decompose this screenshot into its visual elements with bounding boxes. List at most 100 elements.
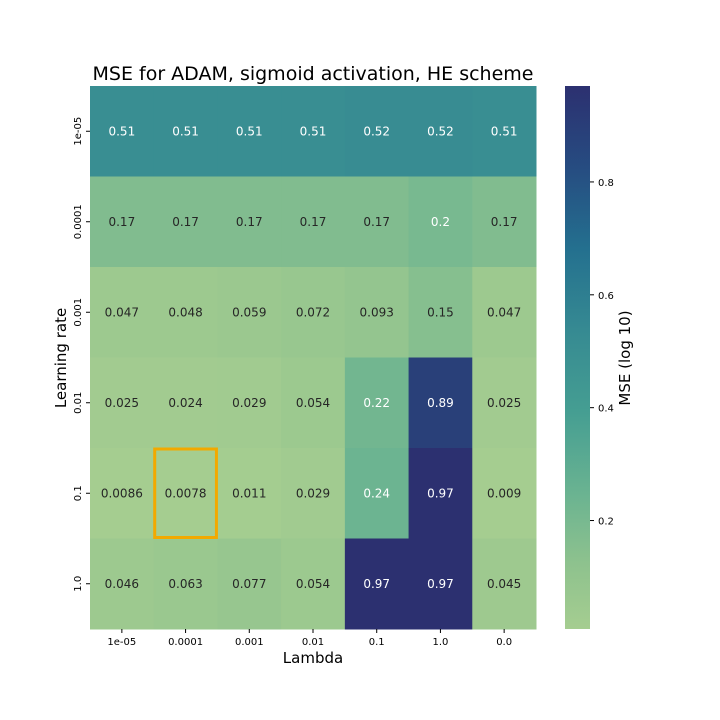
heatmap-cell (408, 538, 473, 630)
x-tick-label: 0.01 (302, 637, 324, 648)
cell-value-label: 0.024 (168, 396, 202, 410)
heatmap-cell (281, 86, 346, 177)
heatmap-cell (217, 538, 282, 630)
cell-value-label: 0.97 (427, 577, 454, 591)
heatmap-cell (344, 86, 410, 177)
cell-value-label: 0.17 (108, 215, 135, 229)
cell-value-label: 0.17 (491, 215, 518, 229)
cell-value-label: 0.063 (168, 577, 202, 591)
y-axis-label: Learning rate (52, 308, 70, 408)
x-tick-label: 0.0 (496, 637, 512, 648)
heatmap-cell (472, 176, 537, 268)
heatmap-cell (408, 176, 473, 268)
heatmap-cell (281, 267, 346, 358)
cell-value-label: 0.51 (172, 124, 199, 138)
heatmap-cell (217, 357, 282, 449)
cell-value-label: 0.24 (363, 486, 390, 500)
heatmap-cell (408, 267, 473, 358)
cell-value-label: 0.51 (300, 124, 327, 138)
cell-value-label: 0.15 (427, 305, 454, 319)
x-axis-ticks: 1e-05 0.0001 0.001 0.01 0.1 1.0 0.0 (107, 629, 512, 648)
y-axis-ticks: 1e-05 0.0001 0.001 0.01 0.1 1.0 (73, 117, 90, 592)
heatmap-cell (344, 448, 410, 539)
y-tick-label: 0.001 (73, 298, 84, 327)
cell-value-label: 0.89 (427, 396, 454, 410)
cell-value-label: 0.22 (363, 396, 390, 410)
cell-value-label: 0.0078 (165, 486, 207, 500)
cell-value-label: 0.046 (105, 577, 139, 591)
x-axis-label: Lambda (283, 649, 343, 667)
colorbar-gradient (565, 86, 590, 629)
heatmap-cell (281, 538, 346, 630)
colorbar-tick-label: 0.2 (598, 517, 614, 528)
cell-value-label: 0.17 (172, 215, 199, 229)
cell-value-label: 0.51 (108, 124, 135, 138)
colorbar-tick-label: 0.8 (598, 178, 614, 189)
heatmap-cells: 0.51 0.51 0.51 0.51 0.52 0.52 0.51 0.17 0.17 0.17… (90, 86, 537, 630)
colorbar: 0.2 0.4 0.6 0.8 MSE (log 10) (565, 86, 634, 629)
cell-value-label: 0.059 (232, 305, 266, 319)
x-tick-label: 1e-05 (107, 637, 136, 648)
y-tick-label: 0.01 (73, 392, 84, 414)
colorbar-tick-label: 0.6 (598, 291, 614, 302)
heatmap-cell (90, 86, 155, 177)
x-tick-label: 0.1 (369, 637, 385, 648)
heatmap-cell (217, 86, 282, 177)
cell-value-label: 0.072 (296, 305, 330, 319)
colorbar-label: MSE (log 10) (616, 310, 634, 405)
heatmap-cell (472, 448, 537, 539)
cell-value-label: 0.97 (427, 486, 454, 500)
heatmap-cell (90, 448, 155, 539)
heatmap-cell (153, 357, 218, 449)
y-tick-label: 1.0 (73, 576, 84, 592)
heatmap-cell (281, 448, 346, 539)
cell-value-label: 0.047 (105, 305, 139, 319)
colorbar-ticks: 0.2 0.4 0.6 0.8 (590, 178, 614, 528)
heatmap-cell (344, 176, 410, 268)
x-tick-label: 1.0 (432, 637, 448, 648)
heatmap-cell (281, 357, 346, 449)
heatmap-cell (217, 448, 282, 539)
cell-value-label: 0.52 (427, 124, 454, 138)
heatmap-cell (217, 176, 282, 268)
heatmap-cell (153, 176, 218, 268)
cell-value-label: 0.025 (487, 396, 521, 410)
cell-value-label: 0.054 (296, 577, 330, 591)
cell-value-label: 0.97 (363, 577, 390, 591)
cell-value-label: 0.077 (232, 577, 266, 591)
chart-title: MSE for ADAM, sigmoid activation, HE sch… (93, 63, 534, 85)
heatmap-cell (344, 357, 410, 449)
heatmap-cell (408, 448, 473, 539)
heatmap-cell (90, 267, 155, 358)
y-tick-label: 0.1 (73, 485, 84, 501)
cell-value-label: 0.048 (168, 305, 202, 319)
cell-value-label: 0.17 (363, 215, 390, 229)
cell-value-label: 0.011 (232, 486, 266, 500)
y-tick-label: 1e-05 (73, 117, 84, 146)
cell-value-label: 0.045 (487, 577, 521, 591)
x-tick-label: 0.0001 (168, 637, 203, 648)
cell-value-label: 0.51 (491, 124, 518, 138)
heatmap-cell (344, 267, 410, 358)
cell-value-label: 0.0086 (101, 486, 143, 500)
heatmap-cell (90, 357, 155, 449)
heatmap-cell (90, 176, 155, 268)
cell-value-label: 0.025 (105, 396, 139, 410)
cell-value-label: 0.054 (296, 396, 330, 410)
heatmap-cell (217, 267, 282, 358)
heatmap-cell (472, 267, 537, 358)
highlight-box (153, 447, 218, 539)
cell-value-label: 0.52 (363, 124, 390, 138)
cell-value-label: 0.047 (487, 305, 521, 319)
cell-value-label: 0.2 (431, 215, 450, 229)
heatmap-cell (90, 538, 155, 630)
cell-value-label: 0.17 (236, 215, 263, 229)
heatmap-cell (408, 86, 473, 177)
heatmap-cell (281, 176, 346, 268)
heatmap-cell (153, 86, 218, 177)
cell-value-label: 0.009 (487, 486, 521, 500)
cell-value-label: 0.17 (300, 215, 327, 229)
heatmap-cell (153, 538, 218, 630)
heatmap-cell (472, 86, 537, 177)
cell-value-label: 0.093 (360, 305, 394, 319)
